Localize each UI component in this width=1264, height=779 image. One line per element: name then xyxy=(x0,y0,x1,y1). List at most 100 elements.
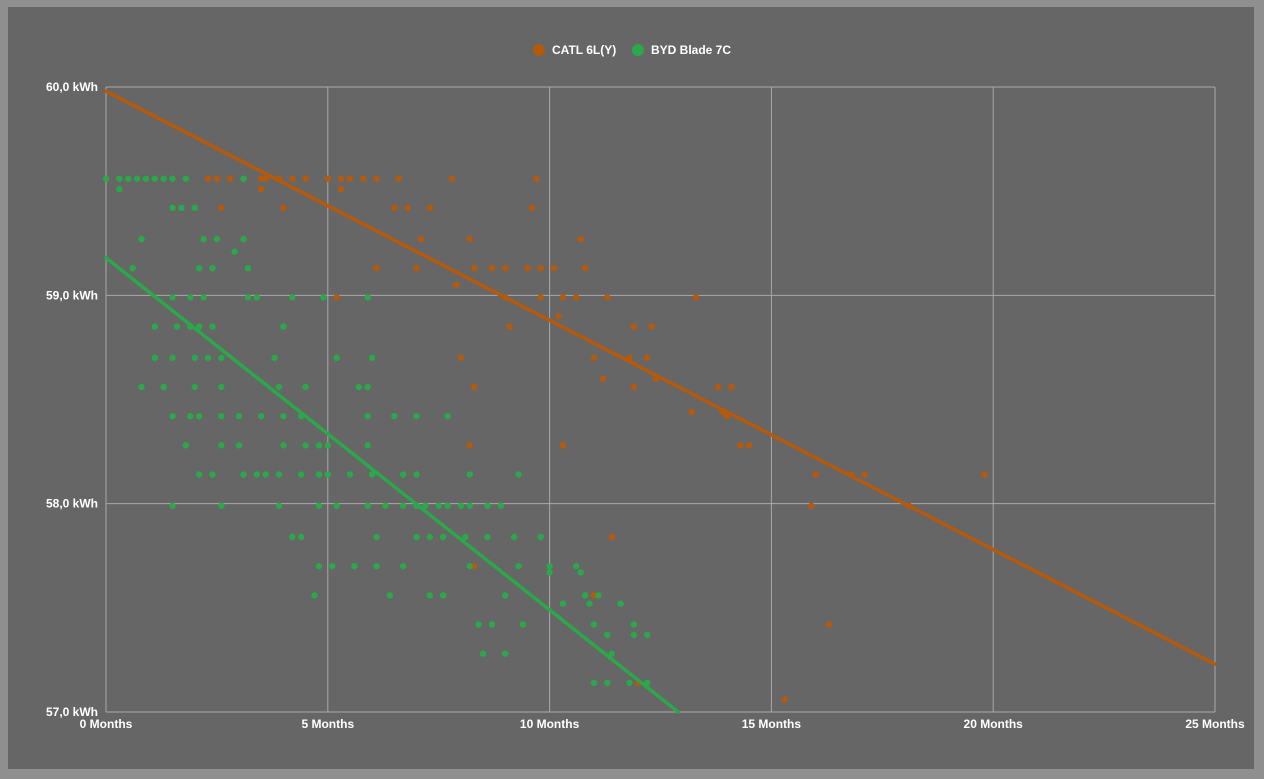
data-point-byd xyxy=(502,592,509,599)
data-point-byd xyxy=(320,294,327,301)
data-point-byd xyxy=(133,175,141,182)
data-point-byd xyxy=(581,592,589,599)
data-point-byd xyxy=(244,265,252,272)
data-point-byd xyxy=(151,354,158,362)
data-point-catl xyxy=(502,265,509,272)
data-point-byd xyxy=(413,533,420,541)
data-point-byd xyxy=(138,383,145,391)
data-point-byd xyxy=(368,471,376,478)
data-point-catl xyxy=(391,204,398,212)
data-point-byd xyxy=(346,471,354,478)
data-point-byd xyxy=(315,562,323,570)
data-point-catl xyxy=(448,175,456,182)
data-point-byd xyxy=(546,569,553,576)
data-point-byd xyxy=(191,354,198,362)
data-point-byd xyxy=(116,185,123,193)
data-point-byd xyxy=(280,323,287,330)
data-point-byd xyxy=(515,471,522,478)
data-point-catl xyxy=(417,235,425,243)
data-point-catl xyxy=(204,175,212,182)
grid-lines xyxy=(105,86,1216,713)
data-point-catl xyxy=(590,592,598,599)
data-point-catl xyxy=(333,294,340,301)
data-point-byd xyxy=(466,562,473,570)
data-point-catl xyxy=(213,175,221,182)
scatter-chart: 0 Months 5 Months 10 Months 15 Months 20 Mon… xyxy=(46,43,1245,731)
data-point-byd xyxy=(488,621,496,628)
data-point-catl xyxy=(373,175,380,182)
data-point-byd xyxy=(439,533,447,541)
data-point-catl xyxy=(453,281,460,289)
data-point-catl xyxy=(373,265,380,272)
data-point-byd xyxy=(590,679,598,687)
data-point-byd xyxy=(169,354,176,362)
data-point-byd xyxy=(315,502,323,509)
data-point-catl xyxy=(630,383,638,391)
data-point-byd xyxy=(253,471,261,478)
data-point-byd xyxy=(519,621,527,628)
data-point-byd xyxy=(187,294,194,301)
data-point-byd xyxy=(502,650,509,657)
data-point-byd xyxy=(218,502,225,509)
data-point-byd xyxy=(253,294,261,301)
data-point-byd xyxy=(315,471,323,478)
data-point-byd xyxy=(160,383,167,391)
data-point-byd xyxy=(218,412,225,420)
data-point-byd xyxy=(368,354,376,362)
data-point-byd xyxy=(386,592,394,599)
data-point-catl xyxy=(227,175,234,182)
data-point-byd xyxy=(333,354,340,362)
legend[interactable]: CATL 6L(Y) BYD Blade 7C xyxy=(533,43,731,57)
data-point-byd xyxy=(475,621,482,628)
x-tick-label: 25 Months xyxy=(1185,717,1245,731)
data-point-byd xyxy=(617,600,624,607)
data-point-byd xyxy=(466,502,473,509)
data-point-byd xyxy=(586,600,593,607)
data-point-byd xyxy=(244,294,252,301)
legend-label-byd: BYD Blade 7C xyxy=(651,43,731,57)
legend-item-byd[interactable]: BYD Blade 7C xyxy=(632,43,731,57)
data-point-catl xyxy=(861,471,868,478)
data-point-byd xyxy=(200,294,207,301)
data-point-catl xyxy=(559,442,567,449)
data-point-byd xyxy=(302,442,309,449)
data-point-catl xyxy=(537,294,544,301)
data-point-byd xyxy=(466,471,473,478)
data-point-byd xyxy=(151,323,158,330)
data-point-catl xyxy=(573,294,580,301)
data-point-byd xyxy=(142,175,150,182)
data-point-byd xyxy=(510,533,518,541)
data-point-byd xyxy=(595,592,602,599)
data-point-byd xyxy=(271,354,278,362)
data-point-byd xyxy=(302,383,309,391)
data-point-byd xyxy=(169,412,176,420)
data-point-byd xyxy=(195,412,203,420)
data-point-byd xyxy=(608,650,615,657)
data-point-catl xyxy=(470,562,478,570)
data-point-catl xyxy=(360,175,367,182)
data-point-byd xyxy=(626,679,633,687)
legend-item-catl[interactable]: CATL 6L(Y) xyxy=(533,43,616,57)
data-point-byd xyxy=(289,533,296,541)
data-point-byd xyxy=(213,235,221,243)
data-point-catl xyxy=(262,175,269,182)
data-point-catl xyxy=(346,175,354,182)
data-point-byd xyxy=(333,502,340,509)
data-point-byd xyxy=(590,621,598,628)
data-point-byd xyxy=(191,383,198,391)
data-point-catl xyxy=(608,533,615,541)
data-point-catl xyxy=(413,265,420,272)
data-point-byd xyxy=(413,412,420,420)
data-point-byd xyxy=(324,442,331,449)
data-point-byd xyxy=(573,562,580,570)
data-point-catl xyxy=(289,175,296,182)
data-point-catl xyxy=(337,175,345,182)
data-point-catl xyxy=(258,185,265,193)
data-point-byd xyxy=(479,650,487,657)
data-point-byd xyxy=(209,265,216,272)
data-point-byd xyxy=(484,533,491,541)
data-point-catl xyxy=(981,471,988,478)
data-point-byd xyxy=(297,533,305,541)
data-point-byd xyxy=(240,175,247,182)
data-point-byd xyxy=(577,569,584,576)
